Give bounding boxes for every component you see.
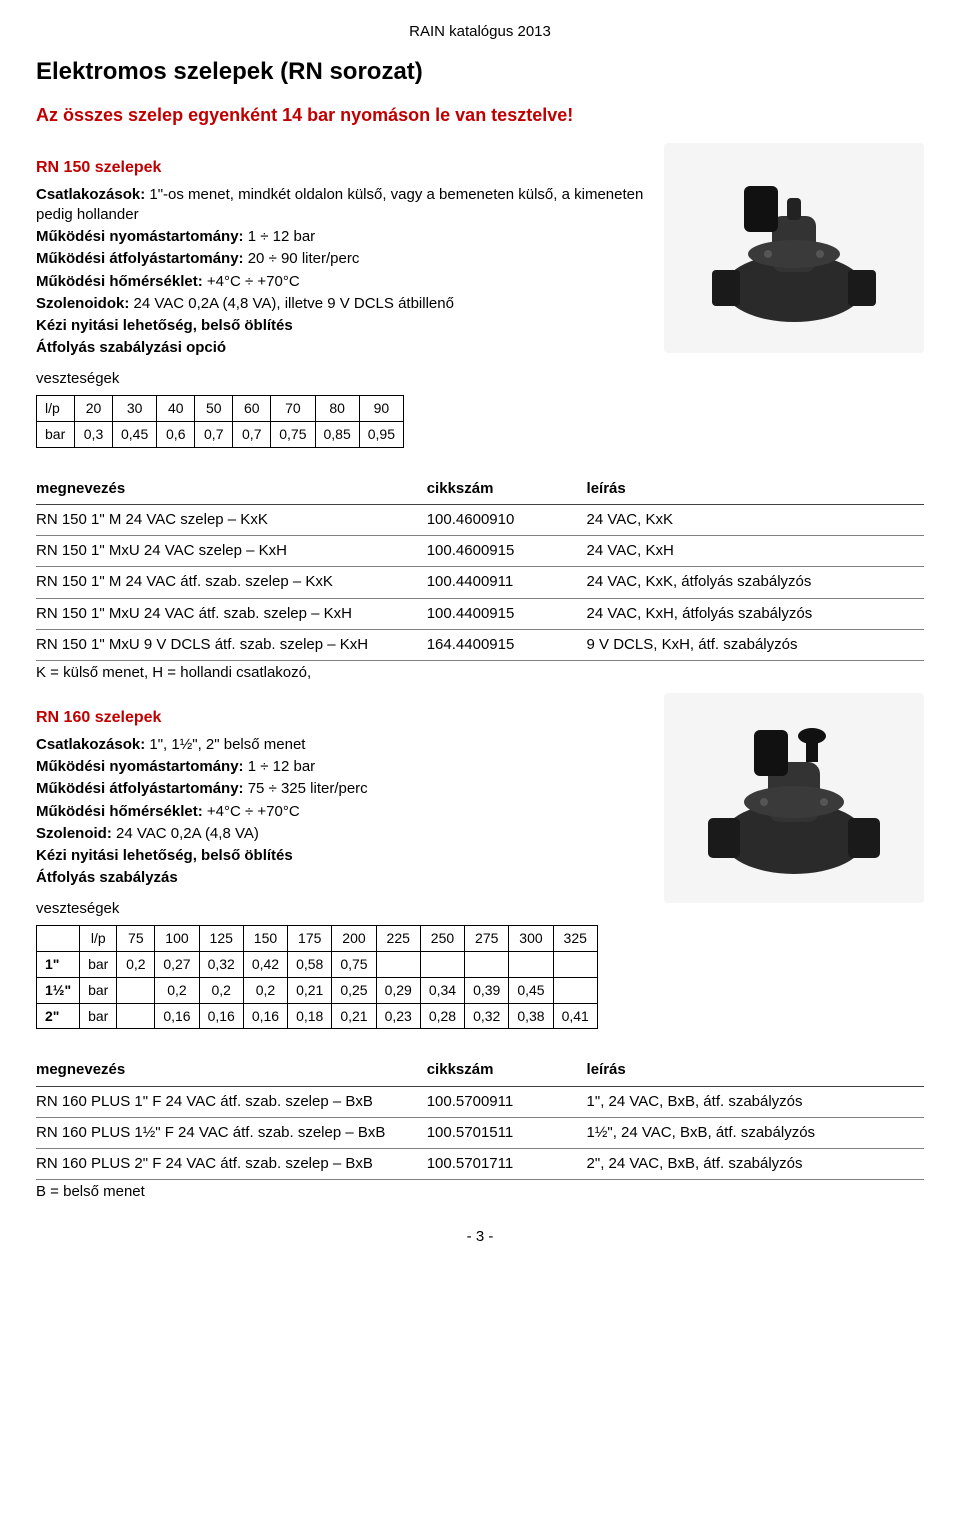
rn150-specs: Csatlakozások: 1"-os menet, mindkét olda… bbox=[36, 185, 644, 359]
spec-line: Átfolyás szabályzás bbox=[36, 868, 644, 888]
rn150-image-wrap bbox=[664, 143, 924, 353]
spec-line: Átfolyás szabályzási opció bbox=[36, 338, 644, 358]
rn150-products-table: megnevezéscikkszámleírásRN 150 1" M 24 V… bbox=[36, 474, 924, 662]
rn150-heading: RN 150 szelepek bbox=[36, 157, 644, 179]
col-header: leírás bbox=[587, 474, 924, 505]
spec-line: Működési hőmérséklet: +4°C ÷ +70°C bbox=[36, 272, 644, 292]
col-header: megnevezés bbox=[36, 474, 427, 505]
spec-line: Szolenoid: 24 VAC 0,2A (4,8 VA) bbox=[36, 824, 644, 844]
table-row: RN 150 1" M 24 VAC átf. szab. szelep – K… bbox=[36, 567, 924, 598]
spec-line: Csatlakozások: 1"-os menet, mindkét olda… bbox=[36, 185, 644, 226]
rn160-text: RN 160 szelepek Csatlakozások: 1", 1½", … bbox=[36, 693, 644, 1047]
spec-line: Működési nyomástartomány: 1 ÷ 12 bar bbox=[36, 757, 644, 777]
rn150-loss-label: veszteségek bbox=[36, 369, 644, 389]
page-number: - 3 - bbox=[36, 1227, 924, 1247]
rn160-block: RN 160 szelepek Csatlakozások: 1", 1½", … bbox=[36, 693, 924, 1047]
rn160-image-wrap bbox=[664, 693, 924, 903]
col-header: cikkszám bbox=[427, 1055, 587, 1086]
spec-line: Csatlakozások: 1", 1½", 2" belső menet bbox=[36, 735, 644, 755]
rn150-product-image bbox=[664, 143, 924, 353]
table-row: RN 160 PLUS 1" F 24 VAC átf. szab. szele… bbox=[36, 1086, 924, 1117]
table-row: RN 150 1" MxU 24 VAC átf. szab. szelep –… bbox=[36, 598, 924, 629]
doc-header: RAIN katalógus 2013 bbox=[36, 22, 924, 42]
col-header: cikkszám bbox=[427, 474, 587, 505]
valve-icon bbox=[684, 708, 904, 888]
rn150-text: RN 150 szelepek Csatlakozások: 1"-os men… bbox=[36, 143, 644, 466]
spec-line: Működési hőmérséklet: +4°C ÷ +70°C bbox=[36, 802, 644, 822]
rn150-note: K = külső menet, H = hollandi csatlakozó… bbox=[36, 663, 924, 683]
page-subtitle: Az összes szelep egyenként 14 bar nyomás… bbox=[36, 103, 924, 127]
rn160-heading: RN 160 szelepek bbox=[36, 707, 644, 729]
spec-line: Kézi nyitási lehetőség, belső öblítés bbox=[36, 316, 644, 336]
table-row: RN 150 1" M 24 VAC szelep – KxK100.46009… bbox=[36, 504, 924, 535]
rn160-note: B = belső menet bbox=[36, 1182, 924, 1202]
table-row: RN 160 PLUS 1½" F 24 VAC átf. szab. szel… bbox=[36, 1117, 924, 1148]
rn160-loss-label: veszteségek bbox=[36, 899, 644, 919]
table-row: RN 150 1" MxU 9 V DCLS átf. szab. szelep… bbox=[36, 629, 924, 660]
rn150-loss-table: l/p2030405060708090bar0,30,450,60,70,70,… bbox=[36, 395, 404, 448]
spec-line: Működési nyomástartomány: 1 ÷ 12 bar bbox=[36, 227, 644, 247]
rn160-specs: Csatlakozások: 1", 1½", 2" belső menetMű… bbox=[36, 735, 644, 889]
spec-line: Működési átfolyástartomány: 20 ÷ 90 lite… bbox=[36, 249, 644, 269]
col-header: megnevezés bbox=[36, 1055, 427, 1086]
spec-line: Szolenoidok: 24 VAC 0,2A (4,8 VA), illet… bbox=[36, 294, 644, 314]
spec-line: Kézi nyitási lehetőség, belső öblítés bbox=[36, 846, 644, 866]
table-row: RN 150 1" MxU 24 VAC szelep – KxH100.460… bbox=[36, 536, 924, 567]
rn160-loss-table: l/p751001251501752002252502753003251"bar… bbox=[36, 925, 598, 1030]
table-row: RN 160 PLUS 2" F 24 VAC átf. szab. szele… bbox=[36, 1149, 924, 1180]
rn160-products-table: megnevezéscikkszámleírásRN 160 PLUS 1" F… bbox=[36, 1055, 924, 1180]
col-header: leírás bbox=[587, 1055, 924, 1086]
page-title: Elektromos szelepek (RN sorozat) bbox=[36, 56, 924, 88]
rn160-product-image bbox=[664, 693, 924, 903]
valve-icon bbox=[684, 158, 904, 338]
spec-line: Működési átfolyástartomány: 75 ÷ 325 lit… bbox=[36, 779, 644, 799]
rn150-block: RN 150 szelepek Csatlakozások: 1"-os men… bbox=[36, 143, 924, 466]
